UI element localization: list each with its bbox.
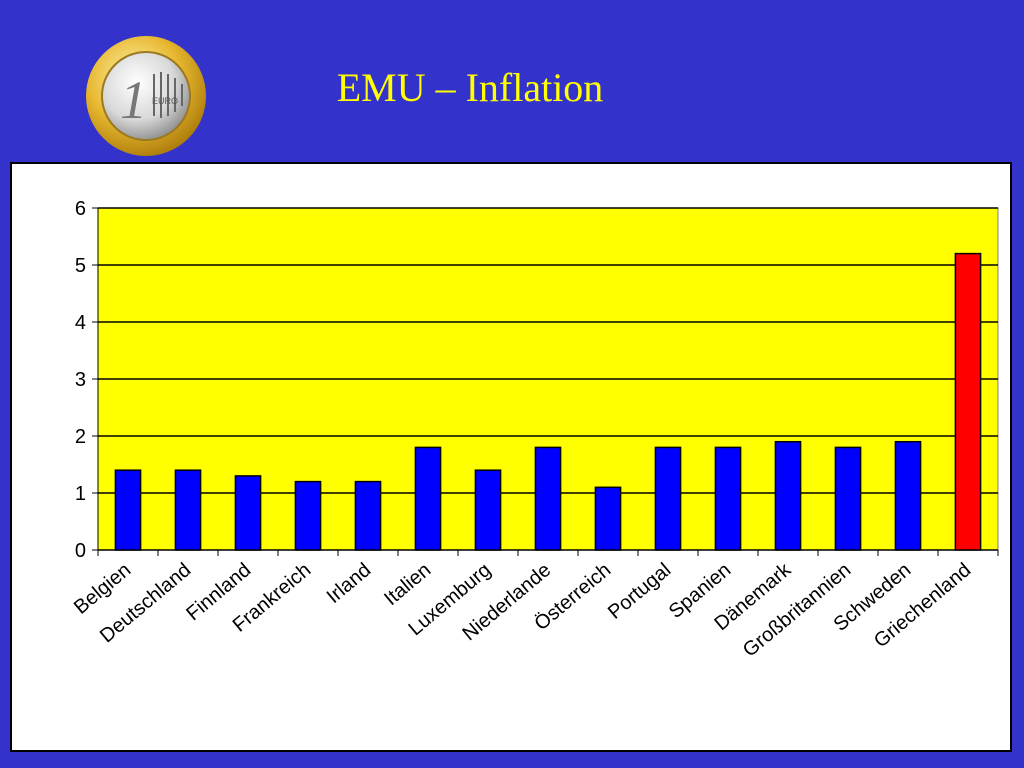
inflation-bar-chart: 0123456BelgienDeutschlandFinnlandFrankre…: [70, 198, 999, 662]
bar: [474, 469, 502, 551]
bar: [294, 480, 322, 551]
bar: [894, 440, 922, 551]
bar-highlight: [954, 252, 982, 551]
y-tick-label: 0: [75, 540, 86, 562]
x-tick-label: Portugal: [604, 559, 675, 624]
x-tick-label: Italien: [380, 559, 435, 610]
bar: [654, 446, 682, 551]
bar: [834, 446, 862, 551]
bar: [594, 486, 622, 551]
bar: [114, 469, 142, 551]
bar: [354, 480, 382, 551]
euro-coin-icon: 1 EURO: [84, 34, 208, 158]
y-tick-label: 2: [75, 426, 86, 448]
bar: [234, 475, 262, 551]
bar: [534, 446, 562, 551]
svg-text:EURO: EURO: [152, 96, 178, 106]
bar: [774, 440, 802, 551]
svg-text:1: 1: [120, 70, 147, 130]
bar: [174, 469, 202, 551]
y-tick-label: 6: [75, 198, 86, 220]
y-tick-label: 4: [75, 312, 86, 334]
x-tick-label: Großbritannien: [739, 559, 855, 662]
x-tick-label: Irland: [323, 559, 375, 608]
chart-panel: 0 1 2 3 4 5 6 Belgien Deutschland Finnland Frankre…: [10, 162, 1012, 752]
slide-title: EMU – Inflation: [336, 65, 604, 110]
bar: [714, 446, 742, 551]
y-tick-label: 5: [75, 255, 86, 277]
y-tick-label: 3: [75, 369, 86, 391]
bar: [414, 446, 442, 551]
y-tick-label: 1: [75, 483, 86, 505]
